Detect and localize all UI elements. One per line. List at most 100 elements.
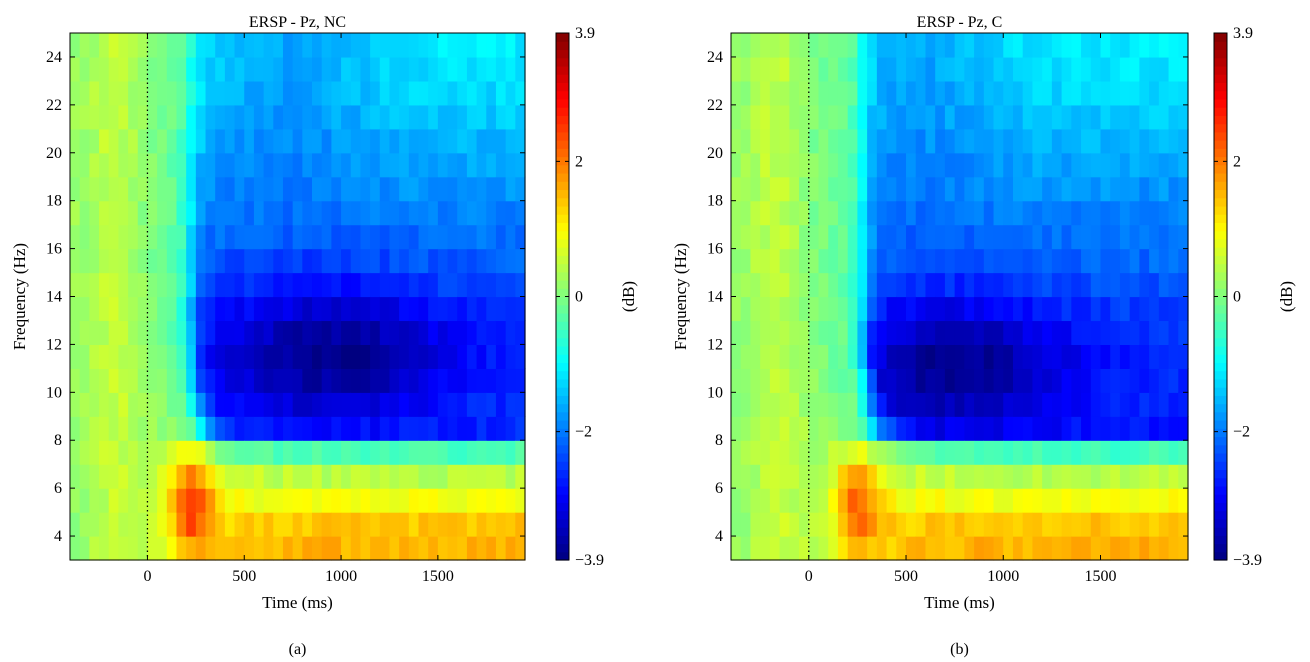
heatmap-cell	[915, 128, 927, 154]
heatmap-cell	[302, 344, 313, 369]
heatmap-cell	[925, 33, 936, 58]
heatmap-cell	[147, 368, 158, 393]
heatmap-cell	[808, 512, 820, 537]
heatmap-cell	[137, 224, 149, 250]
heatmap-cell	[215, 464, 226, 489]
heatmap-cell	[350, 416, 362, 441]
heatmap-cell	[837, 296, 849, 322]
heatmap-cell	[789, 512, 800, 537]
heatmap-cell	[321, 176, 332, 202]
heatmap-cell	[466, 152, 478, 178]
heatmap-cell	[224, 488, 236, 513]
heatmap-cell	[867, 152, 878, 178]
heatmap-cell	[1022, 296, 1034, 322]
heatmap-cell	[925, 248, 936, 274]
heatmap-cell	[457, 488, 468, 513]
heatmap-cell	[321, 80, 332, 106]
heatmap-cell	[818, 128, 829, 154]
heatmap-cell	[857, 272, 868, 298]
heatmap-cell	[128, 80, 139, 106]
heatmap-cell	[408, 488, 420, 513]
heatmap-cell	[1032, 296, 1043, 322]
heatmap-cell	[186, 152, 197, 178]
heatmap-cell	[302, 536, 313, 561]
heatmap-cell	[1003, 224, 1014, 250]
heatmap-cell	[1090, 296, 1102, 322]
colorbar-tick-label: 0	[1233, 289, 1241, 306]
heatmap-cell	[147, 104, 158, 130]
heatmap-cell	[993, 536, 1004, 561]
colorbar-band	[556, 485, 569, 495]
heatmap-cell	[1168, 176, 1179, 202]
heatmap-cell	[760, 344, 771, 369]
heatmap-cell	[935, 368, 946, 393]
heatmap-cell	[108, 176, 119, 202]
heatmap-cell	[147, 536, 158, 561]
heatmap-cell	[925, 320, 936, 345]
heatmap-cell	[418, 152, 429, 178]
heatmap-cell	[389, 344, 400, 369]
heatmap-cell	[1178, 33, 1189, 58]
heatmap-cell	[302, 33, 313, 58]
colorbar-band	[556, 395, 569, 405]
heatmap-cell	[379, 200, 391, 226]
heatmap-cell	[495, 152, 507, 178]
heatmap-cell	[408, 224, 420, 250]
heatmap-cell	[341, 464, 352, 489]
heatmap-cell	[876, 512, 888, 537]
heatmap-cell	[447, 128, 458, 154]
heatmap-cell	[447, 272, 458, 298]
heatmap-cell	[837, 176, 849, 202]
colorbar-band	[556, 403, 569, 413]
colorbar-band	[556, 420, 569, 429]
heatmap-cell	[89, 320, 100, 345]
heatmap-cell	[1110, 512, 1121, 537]
heatmap-cell	[195, 128, 207, 154]
heatmap-cell	[205, 392, 216, 417]
heatmap-cell	[915, 224, 927, 250]
heatmap-cell	[847, 80, 858, 106]
heatmap-cell	[1042, 80, 1053, 106]
heatmap-cell	[1012, 416, 1024, 441]
heatmap-cell	[515, 80, 526, 106]
heatmap-cell	[896, 416, 907, 441]
heatmap-cell	[964, 392, 975, 417]
colorbar-band	[556, 477, 569, 487]
heatmap-cell	[1158, 128, 1170, 154]
heatmap-cell	[857, 128, 868, 154]
heatmap-cell	[157, 272, 168, 298]
heatmap-cell	[137, 33, 149, 58]
colorbar-band	[556, 378, 569, 388]
heatmap-cell	[1158, 33, 1170, 58]
heatmap-cell	[1129, 368, 1140, 393]
heatmap-cell	[789, 464, 800, 489]
heatmap-cell	[331, 368, 342, 393]
heatmap-cell	[312, 128, 323, 154]
heatmap-cell	[186, 80, 197, 106]
heatmap-cell	[137, 80, 149, 106]
colorbar-band	[1214, 551, 1227, 561]
heatmap-cell	[370, 248, 381, 274]
y-tick-label: 18	[46, 193, 62, 210]
heatmap-cell	[1119, 272, 1131, 298]
heatmap-cell	[974, 536, 985, 561]
heatmap-cell	[321, 104, 332, 130]
heatmap-cell	[1022, 248, 1034, 274]
heatmap-cell	[360, 56, 371, 82]
heatmap-cells	[731, 33, 1189, 561]
heatmap-cell	[1158, 488, 1170, 513]
colorbar-band	[556, 247, 569, 256]
heatmap-cell	[1081, 80, 1092, 106]
heatmap-cell	[1081, 296, 1092, 322]
heatmap-cell	[818, 464, 829, 489]
heatmap-cell	[486, 33, 497, 58]
heatmap-cell	[476, 296, 487, 322]
heatmap-cell	[331, 80, 342, 106]
heatmap-cell	[282, 464, 294, 489]
colorbar-band	[556, 321, 569, 331]
heatmap-cell	[1158, 296, 1170, 322]
heatmap-cell	[983, 416, 995, 441]
heatmap-cell	[466, 344, 478, 369]
heatmap-cell	[215, 200, 226, 226]
heatmap-cell	[341, 416, 352, 441]
